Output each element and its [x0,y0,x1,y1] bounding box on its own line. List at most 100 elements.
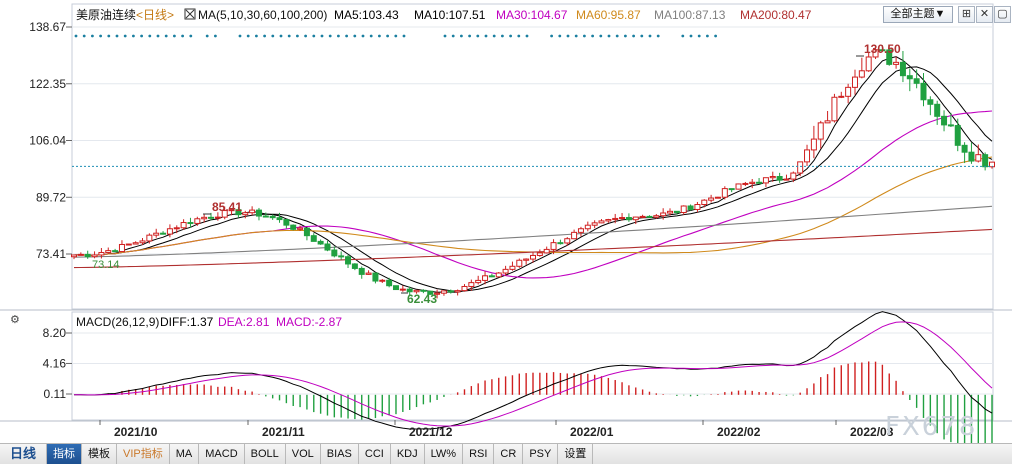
candle-body [379,279,386,282]
candle-body [351,263,358,269]
candle-body [598,220,605,224]
marker-dot [156,34,160,38]
candle-body [947,124,954,127]
period-label[interactable]: <日线> [136,8,174,22]
restore-icon[interactable]: ▢ [994,6,1011,23]
ma-line [73,66,993,292]
chart-canvas[interactable]: 138.67 122.35 106.04 89.72 73.41 8.20 4.16 0.1… [0,0,1012,443]
annotation-start: 73.14 [92,259,120,271]
marker-dot [123,34,127,38]
candle-body [434,292,441,295]
marker-dot [107,34,111,38]
toolbar-tab[interactable]: MACD [199,444,245,464]
candle-body [571,231,578,240]
marker-dot [386,34,389,38]
macd-legend-item: DIFF:1.37 [160,315,214,329]
toolbar-tab[interactable]: MA [170,444,200,464]
annotation-low: 62.43 [407,292,437,306]
marker-dot [279,34,283,38]
candle-body [125,243,132,246]
candle-body [530,254,536,260]
candle-body [105,250,112,254]
candle-body [187,222,194,225]
marker-dot [476,34,480,38]
marker-dot [509,34,512,38]
toolbar-tab[interactable]: 日线 [0,444,48,464]
toolbar-tab[interactable]: LW% [425,444,464,464]
marker-dot [468,34,471,38]
ma-legend-item: MA5:103.43 [334,8,399,22]
close-panel-icon[interactable]: ✕ [976,6,993,23]
ma-legend-item: MA200:80.47 [740,8,812,22]
settings-icon[interactable]: ⚙ [10,314,20,326]
toolbar-tab[interactable]: 模板 [82,444,118,464]
marker-dot [181,34,185,38]
candle-body [577,228,584,233]
toolbar-tab[interactable]: VIP指标 [117,444,170,464]
marker-dot [714,34,717,38]
marker-dot [74,34,78,38]
toolbar-tab[interactable]: KDJ [391,444,425,464]
toolbar-tab[interactable]: 指标 [47,444,83,464]
candle-body [153,232,160,236]
topic-select[interactable]: 全部主题▼ [883,6,953,23]
toolbar-tab[interactable]: CR [494,444,524,464]
candle-body [358,267,365,275]
toolbar-tab[interactable]: VOL [286,444,321,464]
candle-body [84,253,91,258]
marker-dot [451,34,455,38]
candle-body [845,86,852,97]
marker-dot [689,34,693,38]
candle-body [619,217,626,220]
candle-body [208,216,215,219]
marker-dot [345,34,348,38]
candle-body [173,227,180,230]
candle-body [482,275,489,281]
candle-body [975,154,982,162]
ma-legend-item: MA30:104.67 [496,8,568,22]
toolbar-tab[interactable]: CCI [359,444,391,464]
marker-dot [402,34,406,38]
toolbar-tab[interactable]: PSY [523,444,559,464]
candle-body [112,250,119,253]
toolbar-tab[interactable]: RSI [463,444,495,464]
candle-body [194,218,201,224]
candle-body [262,215,269,218]
candle-body [132,242,139,245]
marker-dot [115,34,119,38]
marker-dot [574,34,578,38]
toolbar-tab[interactable]: BOLL [245,444,286,464]
toolbar-tab[interactable]: 设置 [558,444,594,464]
candle-body [879,49,886,52]
candle-body [255,209,262,217]
candle-body [646,215,653,218]
candle-body [838,95,845,98]
marker-dot [517,34,521,38]
candle-body [91,254,98,258]
candle-body [728,188,735,191]
marker-dot [615,34,619,38]
candle-body [851,76,858,88]
candle-body [982,154,989,168]
marker-dot [558,34,562,38]
macd-tick-label: 4.16 [43,356,67,370]
candle-body [338,255,345,258]
candle-body [701,199,708,206]
add-window-icon[interactable]: ⊞ [958,6,975,23]
marker-dot [173,34,176,38]
marker-dot [287,34,291,38]
marker-dot [706,34,709,38]
macd-legend-label: MACD(26,12,9) [76,315,159,329]
candle-body [317,240,324,245]
candle-body [817,122,824,140]
marker-dot [443,34,447,38]
candle-body [934,103,941,117]
candle-body [708,197,715,201]
candle-body [77,253,84,256]
ma-legend-item: MA100:87.13 [654,8,726,22]
candle-body [276,217,283,221]
marker-dot [255,34,258,38]
toolbar-tab[interactable]: BIAS [321,444,359,464]
candle-body [886,49,893,65]
candle-body [714,196,721,199]
